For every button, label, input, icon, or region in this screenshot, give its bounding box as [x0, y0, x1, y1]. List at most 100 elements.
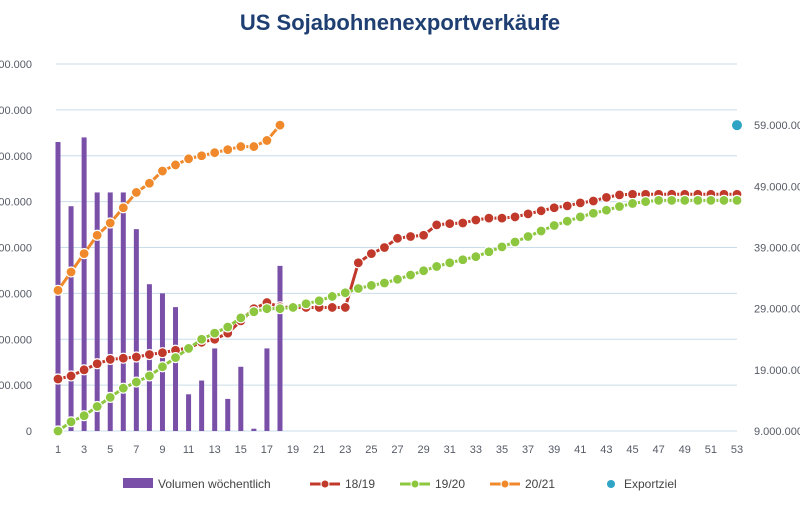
x-axis-tick-label: 51	[705, 444, 717, 456]
x-axis-tick-label: 23	[339, 444, 351, 456]
data-point	[235, 312, 247, 324]
data-point	[248, 306, 260, 318]
legend-marker	[607, 480, 615, 488]
data-point	[548, 219, 560, 232]
bar	[277, 265, 283, 431]
right-axis-tick-label: 49.000.000	[754, 181, 800, 193]
x-axis-tick-label: 53	[731, 444, 743, 456]
exportziel-point	[732, 120, 742, 131]
bar	[264, 348, 270, 431]
x-axis-tick-label: 21	[313, 444, 325, 456]
data-point	[718, 194, 730, 207]
data-point	[339, 287, 351, 299]
data-point	[196, 150, 208, 162]
data-point	[104, 217, 116, 229]
data-point	[261, 303, 273, 315]
x-axis-tick-label: 37	[522, 444, 534, 456]
right-axis-tick-label: 9.000.000	[754, 426, 800, 438]
data-point	[274, 303, 286, 315]
data-point	[626, 188, 639, 200]
left-axis-tick-label: 8.000.000	[0, 59, 32, 71]
right-axis-tick-label: 39.000.000	[754, 243, 800, 255]
legend-label: 20/21	[525, 477, 555, 491]
data-point	[470, 214, 482, 226]
bar	[251, 428, 257, 431]
data-point	[339, 301, 351, 314]
x-axis-tick-label: 13	[209, 444, 221, 456]
data-point	[561, 215, 573, 227]
data-point	[169, 352, 182, 364]
chart-title: US Sojabohnenexportverkäufe	[239, 10, 561, 35]
data-point	[65, 266, 77, 278]
data-point	[483, 212, 495, 224]
x-axis-tick-label: 41	[574, 444, 586, 456]
data-point	[65, 416, 77, 428]
data-point	[352, 282, 364, 295]
gridlines	[56, 63, 737, 432]
legend-marker	[410, 479, 420, 489]
data-point	[130, 376, 142, 388]
data-point	[404, 269, 417, 281]
data-point	[326, 301, 338, 314]
data-point	[444, 218, 456, 230]
data-point	[261, 134, 273, 147]
series-line-20-21	[56, 124, 282, 292]
data-point	[600, 191, 613, 203]
data-point	[117, 352, 129, 364]
bar	[186, 394, 192, 431]
bar	[133, 229, 139, 431]
x-axis-tick-label: 31	[444, 444, 456, 456]
legend-label: Volumen wöchentlich	[158, 477, 271, 491]
data-point	[509, 236, 521, 248]
data-point	[104, 353, 116, 366]
x-axis-tick-label: 1	[55, 444, 61, 456]
data-point	[431, 219, 443, 231]
right-axis-tick-label: 59.000.000	[754, 120, 800, 132]
data-point	[156, 361, 169, 373]
left-axis-tick-label: 6.000.000	[0, 151, 32, 163]
bar	[225, 398, 231, 431]
data-point	[143, 370, 156, 382]
legend-marker	[320, 479, 330, 489]
legend-label: Exportziel	[624, 477, 677, 491]
data-point	[91, 229, 103, 241]
x-axis-tick-label: 19	[287, 444, 299, 456]
data-point	[143, 348, 156, 361]
data-point	[496, 212, 508, 224]
data-point	[78, 248, 90, 260]
right-axis-tick-label: 29.000.000	[754, 304, 800, 316]
left-axis-tick-label: 2.000.000	[0, 334, 32, 346]
data-point	[143, 177, 156, 189]
left-axis-tick-label: 3.000.000	[0, 288, 32, 300]
data-point	[705, 194, 717, 207]
data-point	[431, 260, 443, 273]
bar	[212, 348, 218, 431]
bar-series	[55, 137, 283, 432]
data-point	[509, 211, 521, 223]
data-point	[326, 290, 338, 303]
x-axis-tick-label: 15	[235, 444, 247, 456]
x-axis-tick-label: 9	[159, 444, 165, 456]
data-point	[300, 298, 312, 310]
data-point	[104, 391, 116, 403]
data-point	[117, 202, 129, 214]
data-point	[574, 211, 586, 223]
legend-label: 18/19	[345, 477, 375, 491]
data-point	[548, 202, 560, 214]
data-point	[391, 232, 404, 244]
bar	[120, 192, 126, 431]
data-point	[91, 358, 103, 370]
data-point	[182, 342, 195, 355]
data-point	[365, 248, 377, 260]
data-point	[418, 229, 430, 241]
data-point	[235, 140, 247, 153]
left-axis-tick-label: 0	[26, 426, 32, 438]
x-axis-tick-label: 11	[183, 444, 194, 456]
legend-item: Exportziel	[607, 477, 677, 491]
data-point	[117, 382, 129, 394]
data-point	[418, 265, 430, 277]
data-point	[470, 251, 482, 263]
data-point	[666, 194, 678, 207]
data-point	[248, 140, 260, 153]
data-point	[130, 186, 142, 199]
